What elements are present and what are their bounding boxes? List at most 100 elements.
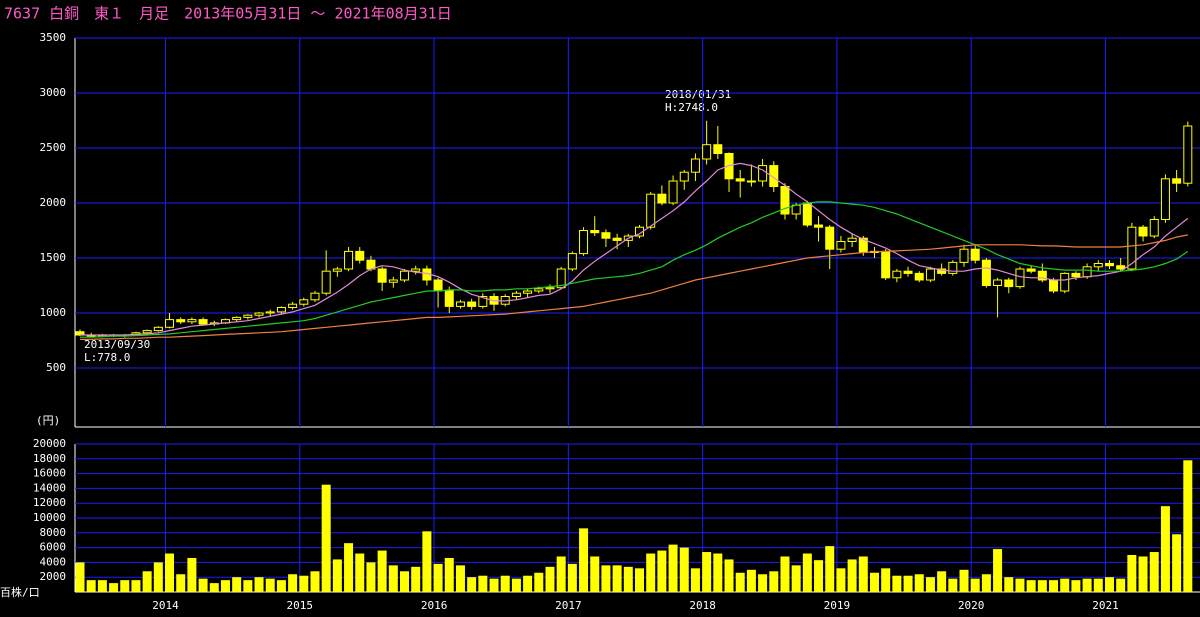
volume-bar [332, 559, 342, 592]
candle-body [254, 312, 264, 316]
volume-bar [243, 580, 253, 592]
volume-bar [1026, 580, 1036, 592]
y-tick-label: 2500 [40, 141, 67, 154]
volume-bar [679, 547, 689, 592]
candle-body [388, 279, 398, 283]
volume-bar [601, 565, 611, 592]
volume-bar [881, 568, 891, 592]
volume-bar [825, 546, 835, 592]
candle-body [881, 250, 891, 279]
candle-body [243, 314, 253, 318]
candle-body [545, 287, 555, 290]
volume-bar [478, 575, 488, 592]
candle-body [601, 232, 611, 239]
volume-bar [411, 566, 421, 592]
volume-bar [567, 563, 577, 592]
volume-bar [993, 549, 1003, 592]
volume-bar [120, 580, 130, 592]
volume-bar [791, 565, 801, 592]
volume-bar [690, 568, 700, 592]
volume-bar [1138, 556, 1148, 592]
y-tick-label: 10000 [33, 511, 66, 524]
candle-body [299, 299, 309, 305]
volume-bar [612, 565, 622, 592]
candle-body [914, 272, 924, 281]
candle-body [1037, 270, 1047, 281]
y-tick-label: 16000 [33, 467, 66, 480]
y-tick-label: 2000 [40, 570, 67, 583]
y-tick-label: 14000 [33, 481, 66, 494]
volume-bar [444, 557, 454, 592]
candle-body [1183, 125, 1193, 184]
candle-body [455, 301, 465, 307]
volume-bar [556, 556, 566, 592]
volume-bar [948, 578, 958, 592]
candle-body [198, 319, 208, 325]
volume-bar [892, 575, 902, 592]
candle-body [590, 230, 600, 234]
volume-bar [836, 568, 846, 592]
candle-body [153, 326, 163, 332]
volume-bar [1015, 578, 1025, 592]
y-axis-label: (円) [36, 414, 60, 427]
x-tick-label: 2019 [824, 599, 851, 612]
candle-body [993, 279, 1003, 286]
candle-body [310, 292, 320, 301]
volume-bar [981, 574, 991, 592]
candle-body [321, 270, 331, 294]
y-tick-label: 20000 [33, 437, 66, 450]
volume-bar [814, 560, 824, 592]
volume-bar [511, 578, 521, 592]
volume-bar [131, 580, 141, 592]
x-tick-label: 2015 [287, 599, 314, 612]
volume-bar [153, 562, 163, 592]
candle-body [836, 241, 846, 250]
candle-body [612, 237, 622, 241]
y-tick-label: 8000 [40, 526, 67, 539]
candle-body [344, 250, 354, 270]
candle-body [679, 171, 689, 182]
candle-body [903, 270, 913, 274]
volume-bar [847, 559, 857, 592]
volume-bar [713, 553, 723, 592]
volume-bar [635, 568, 644, 592]
volume-bar [1049, 580, 1059, 592]
volume-bar [455, 565, 465, 592]
volume-bar [109, 583, 119, 592]
candle-body [556, 268, 566, 289]
volume-bar [657, 550, 667, 592]
candle-body [702, 144, 712, 160]
annotation: L:778.0 [84, 351, 130, 364]
volume-bar [802, 553, 812, 592]
volume-bar [1071, 580, 1081, 592]
x-tick-label: 2020 [958, 599, 985, 612]
candle-body [1160, 178, 1170, 221]
candle-body [176, 319, 186, 323]
moving-average-line [80, 162, 1189, 336]
candle-body [668, 180, 678, 204]
candle-body [780, 186, 790, 215]
annotation: H:2748.0 [665, 101, 718, 114]
volume-bar [758, 574, 768, 592]
candle-body [1082, 266, 1092, 278]
y-tick-label: 4000 [40, 555, 67, 568]
volume-bar [1104, 577, 1114, 592]
volume-bar [1160, 506, 1170, 592]
volume-bar [489, 578, 499, 592]
candle-body [1026, 268, 1036, 272]
annotation: 2018/01/31 [665, 88, 731, 101]
volume-bar [959, 569, 969, 592]
candle-body [444, 290, 454, 307]
y-tick-label: 500 [46, 361, 66, 374]
volume-bar [344, 543, 354, 592]
chart-title: 7637 白銅 東１ 月足 2013年05月31日 ～ 2021年08月31日 [4, 5, 452, 23]
candle-body [825, 226, 835, 250]
volume-bar [1149, 552, 1159, 592]
moving-average-line [80, 201, 1189, 338]
volume-bar [724, 559, 734, 592]
candle-body [646, 193, 656, 228]
volume-bar [198, 578, 208, 592]
volume-bar [523, 575, 533, 592]
volume-bar [937, 571, 947, 592]
